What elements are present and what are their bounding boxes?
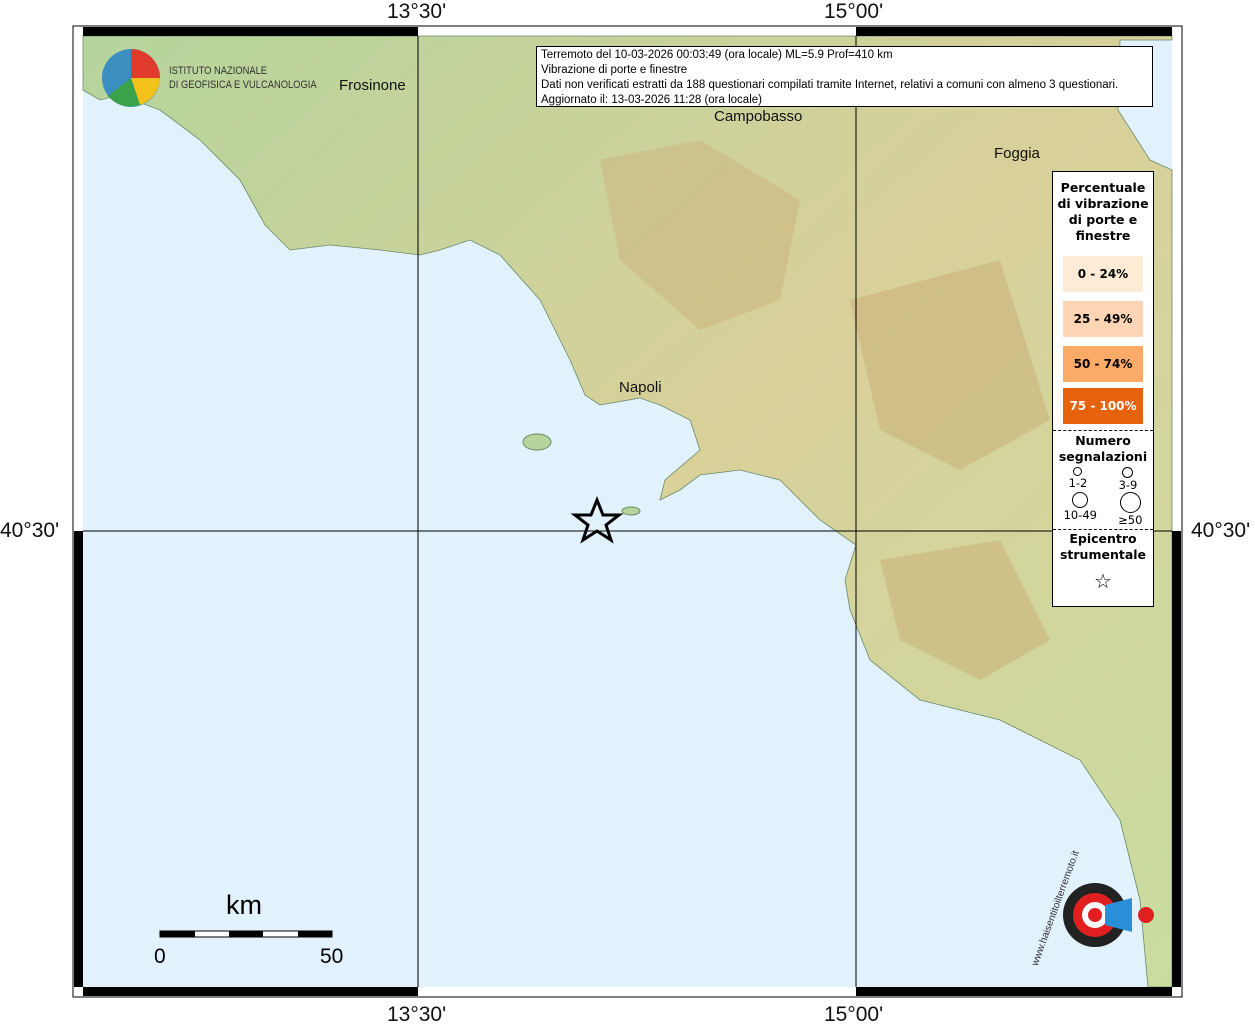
lat-tick-label: 40°30' [1191,519,1251,542]
lon-tick-label: 13°30' [387,0,447,23]
inc-logo [102,49,160,107]
count-item: 10-49 [1064,492,1097,527]
count-label: 10-49 [1063,508,1097,522]
logo-line: ISTITUTO NAZIONALE [169,65,268,77]
scale-bar [159,930,333,938]
info-line: Vibrazione di porte e finestre [541,64,688,76]
capri-island [621,506,641,516]
epicenter-star [570,495,624,544]
lon-tick-label: 15°00' [824,0,884,23]
count-title: Numero segnalazioni [1058,433,1148,464]
logo-line: DI GEOFISICA E VULCANOLOGIA [169,79,317,91]
epicenter-title: Epicentro strumentale [1059,531,1147,562]
city-frosinone: Frosinone [339,77,406,94]
info-line: Terremoto del 10-03-2026 00:03:49 (ora l… [541,49,893,61]
lon-tick-label: 13°30' [387,1003,447,1024]
info-line: Aggiornato il: 13-03-2026 11:28 (ora loc… [541,94,762,106]
city-campobasso: Campobasso [714,108,803,125]
legend: Percentuale di vibrazione di porte e fin… [1052,171,1154,607]
ischia-island [522,433,552,451]
scale-unit: km [226,890,262,920]
count-label: ≥50 [1118,513,1143,527]
lat-tick-label: 40°30' [0,519,60,542]
inc-logo-text: ISTITUTO NAZIONALE DI GEOFISICA E VULCAN… [169,64,317,92]
lon-tick-label: 15°00' [824,1003,884,1024]
count-item: ≥50 [1118,492,1142,527]
legend-class: 0 - 24% [1063,256,1143,292]
circle-icon [1073,467,1083,476]
count-label: 1-2 [1068,476,1088,490]
legend-class: 50 - 74% [1063,346,1143,382]
count-item: 3-9 [1118,467,1138,492]
legend-divider [1053,430,1153,431]
haisentito-logo [1063,883,1154,947]
star-icon: ☆ [1094,569,1112,593]
scale-min: 0 [154,945,166,968]
circle-icon [1072,492,1089,508]
frame-ticks [74,27,1181,996]
legend-class: 25 - 49% [1063,301,1143,337]
city-napoli: Napoli [619,379,662,396]
event-info-box: Terremoto del 10-03-2026 00:03:49 (ora l… [536,46,1153,107]
count-item: 1-2 [1068,467,1088,492]
count-label: 3-9 [1118,478,1138,492]
info-line: Dati non verificati estratti da 188 ques… [541,79,1119,91]
map-frame [72,25,1183,998]
legend-divider [1053,529,1153,530]
legend-title: Percentuale di vibrazione di porte e fin… [1057,180,1149,243]
circle-icon [1119,492,1141,513]
legend-class: 75 - 100% [1063,388,1143,424]
city-foggia: Foggia [994,145,1040,162]
scale-max: 50 [320,945,344,968]
circle-icon [1122,467,1134,478]
